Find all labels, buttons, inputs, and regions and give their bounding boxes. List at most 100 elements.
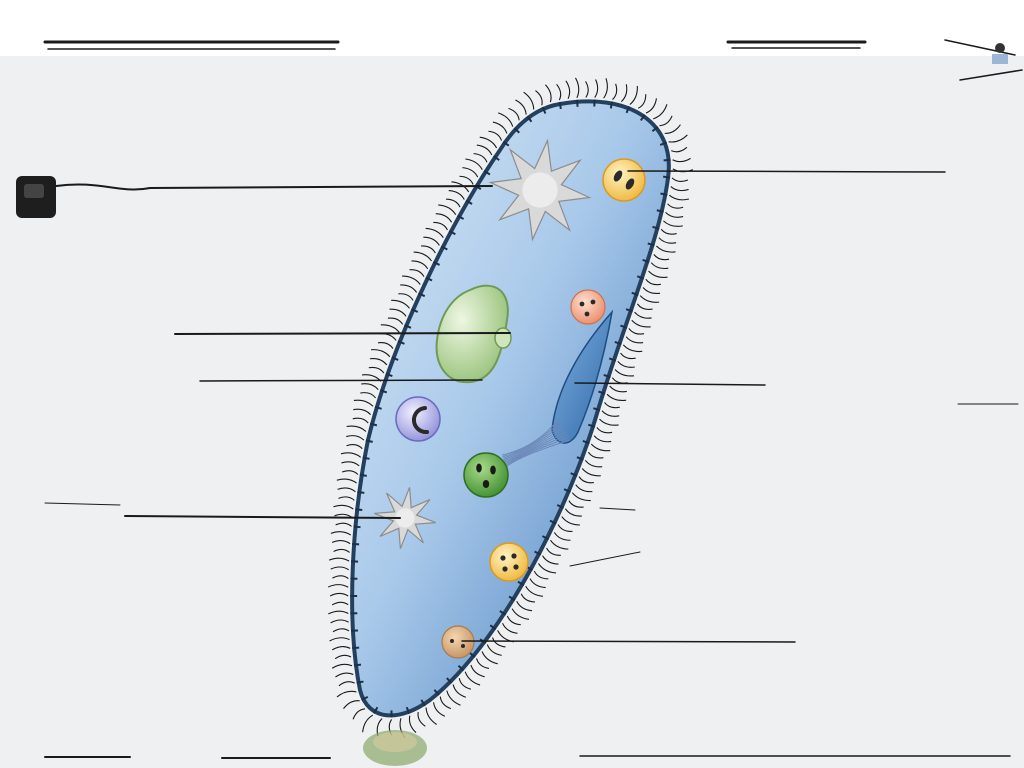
- pellicle-tick: [355, 508, 363, 512]
- cilium: [671, 177, 689, 183]
- cilium: [452, 684, 467, 698]
- cilium: [660, 228, 677, 235]
- cilium: [502, 622, 518, 634]
- cilium: [574, 77, 580, 99]
- cilium: [481, 651, 498, 665]
- contractile-vacuole-top: [488, 138, 592, 242]
- cilium: [628, 328, 645, 335]
- pellicle-tick: [609, 101, 614, 109]
- pellicle-tick: [647, 242, 655, 247]
- pellicle-tick: [483, 169, 491, 176]
- pellicle-tick: [489, 624, 497, 631]
- cilium: [565, 80, 571, 99]
- cilium: [438, 204, 457, 215]
- cilium: [538, 563, 557, 574]
- cilium: [337, 487, 356, 493]
- pellicle-tick: [541, 106, 547, 114]
- pellicle-tick: [492, 155, 500, 161]
- cilium: [639, 295, 660, 303]
- cilium: [446, 690, 461, 706]
- cilium: [328, 610, 349, 615]
- cilium: [533, 570, 549, 580]
- cilium: [546, 547, 561, 556]
- pellicle-tick: [663, 158, 671, 162]
- cilium: [529, 578, 546, 589]
- cilium: [622, 344, 643, 353]
- pellicle-tick: [640, 114, 646, 121]
- top-strokes: [43, 39, 1023, 81]
- cilium: [658, 237, 677, 244]
- pellicle-tick: [660, 192, 668, 196]
- pellicle-tick: [508, 595, 516, 601]
- pellicle-tick: [558, 101, 562, 110]
- cilium: [470, 664, 485, 678]
- pellicle-tick: [352, 646, 360, 650]
- pellicle-tick: [659, 141, 668, 146]
- cilium: [462, 167, 479, 178]
- cilium: [642, 287, 661, 295]
- oral-groove-fibers: [501, 419, 571, 468]
- pellicle-tick: [448, 230, 456, 236]
- cilium: [346, 435, 365, 441]
- cilium: [329, 592, 349, 597]
- cilium: [614, 369, 635, 377]
- cilium: [343, 700, 360, 709]
- pellicle-tick: [502, 140, 510, 147]
- cilium: [368, 366, 385, 374]
- cilium: [516, 600, 533, 612]
- cilium: [492, 121, 508, 134]
- cilium: [459, 175, 474, 185]
- cilium: [587, 451, 604, 459]
- cilium: [535, 90, 543, 106]
- cilium: [561, 516, 580, 526]
- cilium: [331, 540, 351, 545]
- cilium: [603, 78, 608, 99]
- cilium: [389, 308, 407, 317]
- cilium: [417, 711, 426, 727]
- food-vacuole-yellow-bottom: [489, 542, 529, 582]
- leader-lines: [44, 170, 1019, 643]
- top-right-mark-icon: [992, 43, 1008, 64]
- cilium: [564, 508, 582, 517]
- cilium: [328, 584, 349, 588]
- cilium: [668, 134, 688, 143]
- pellicle-tick: [563, 488, 571, 493]
- pellicle-tick: [420, 699, 426, 707]
- cilium: [341, 470, 359, 475]
- cilium: [371, 349, 391, 358]
- cilium: [464, 671, 481, 686]
- cilium: [609, 385, 627, 393]
- cilium: [667, 203, 684, 209]
- cilium: [330, 619, 349, 624]
- pellicle-tick: [598, 390, 606, 395]
- pellicle-tick: [361, 695, 369, 701]
- oral-groove: [501, 309, 614, 468]
- cilium: [593, 435, 612, 443]
- cilium: [545, 84, 552, 103]
- pellicle-tick: [465, 199, 473, 205]
- pellicle-tick: [446, 677, 453, 684]
- cilium: [465, 158, 483, 170]
- cell-body: [350, 99, 671, 718]
- pellicle-tick: [353, 663, 362, 667]
- cilium: [476, 144, 493, 156]
- cilium: [377, 342, 394, 349]
- cilium: [523, 91, 535, 110]
- food-vacuole-purple: [395, 396, 441, 442]
- cilium: [671, 146, 688, 153]
- bottom-strokes: [44, 755, 1011, 759]
- pellicle-ticks: [350, 99, 671, 718]
- cilium: [473, 153, 488, 163]
- cilium: [645, 278, 662, 286]
- anal-pore: [441, 625, 475, 659]
- cilium: [604, 402, 620, 409]
- cilium: [631, 319, 651, 328]
- cilium: [387, 317, 404, 325]
- groove-fiber: [504, 434, 568, 465]
- cilium: [328, 557, 350, 562]
- cilium: [409, 269, 425, 277]
- groove-fiber: [502, 422, 560, 457]
- cilium: [520, 593, 536, 603]
- cilium: [620, 352, 636, 360]
